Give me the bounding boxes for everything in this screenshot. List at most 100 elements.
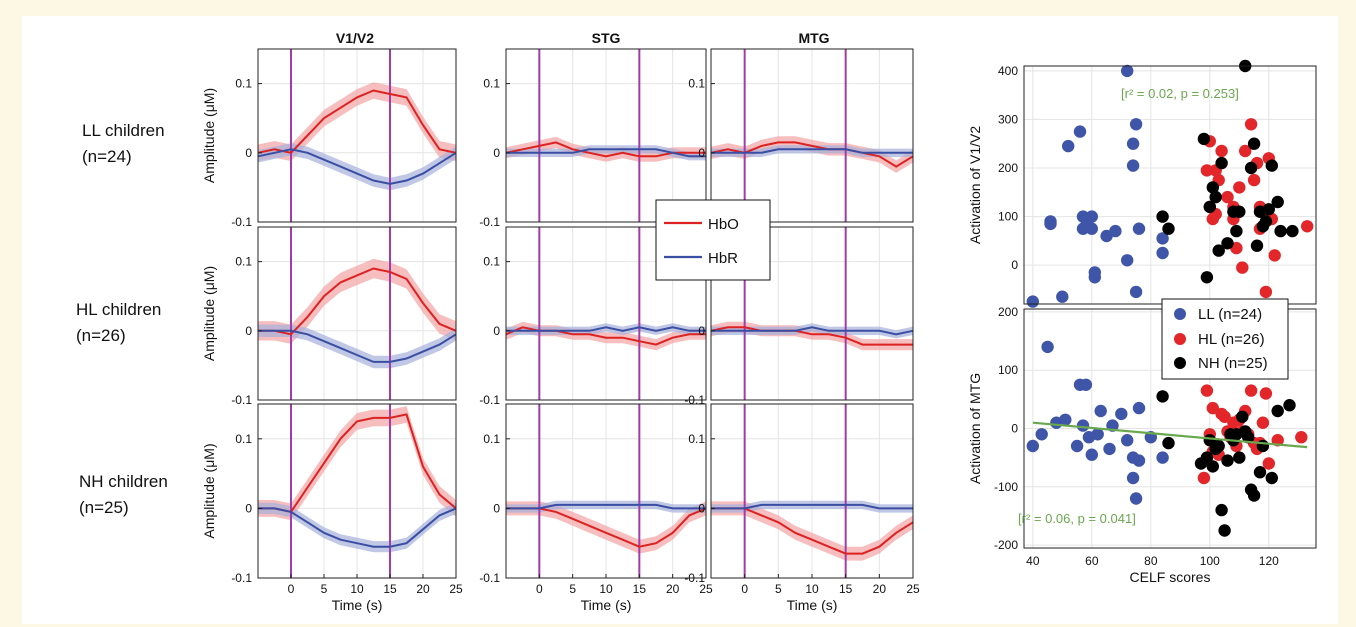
hbr-legend-label: HbR bbox=[708, 250, 738, 267]
hbr-ci-band bbox=[258, 324, 456, 369]
hl-point bbox=[1247, 173, 1261, 187]
row-label-nh-line2: (n=25) bbox=[79, 498, 129, 517]
y-tick-label: -0.1 bbox=[231, 571, 252, 585]
ll-point bbox=[1115, 407, 1128, 421]
scatter-v1v2: 400 300 200 100 0 Activation of V1/V2 [r² = 0.… bbox=[967, 59, 1317, 308]
y-tick-label: 100 bbox=[998, 210, 1018, 224]
hbr-ci-band bbox=[506, 500, 706, 513]
hl-legend-label: HL (n=26) bbox=[1198, 331, 1265, 348]
nh-point bbox=[1221, 454, 1234, 467]
nh-point bbox=[1200, 451, 1214, 464]
hbo-line bbox=[258, 267, 457, 336]
group-legend: LL (n=24) HL (n=26) NH (n=25) bbox=[1161, 298, 1289, 380]
nh-point bbox=[1206, 181, 1220, 194]
timecourse-panel: 0.1 0 -0.1 bbox=[479, 226, 707, 407]
y-tick-label: 300 bbox=[998, 112, 1018, 126]
ll-point bbox=[1156, 232, 1169, 245]
ll-point bbox=[1091, 428, 1104, 441]
hbr-line bbox=[711, 326, 914, 336]
ll-point bbox=[1035, 428, 1048, 441]
nh-point bbox=[1233, 451, 1246, 464]
x-tick-label: 0 bbox=[288, 582, 295, 596]
ll-point bbox=[1085, 448, 1099, 461]
y-tick-label: 0.1 bbox=[235, 77, 252, 91]
nh-point bbox=[1271, 195, 1284, 209]
time-axis-label: Time (s) bbox=[787, 597, 838, 613]
ll-point bbox=[1132, 454, 1146, 467]
x-tick-label: 10 bbox=[805, 582, 819, 596]
x-tick-label: 60 bbox=[1085, 554, 1099, 568]
figure-frame: LL children (n=24) HL children (n=26) NH… bbox=[22, 16, 1338, 624]
x-tick-label: 40 bbox=[1026, 554, 1040, 568]
hbr-ci-band bbox=[711, 323, 913, 339]
y-tick-label: 0.1 bbox=[235, 432, 252, 446]
nh-point bbox=[1286, 224, 1299, 238]
nh-point bbox=[1215, 156, 1228, 170]
x-tick-label: 5 bbox=[775, 582, 782, 596]
y-tick-label: -0.1 bbox=[231, 393, 252, 407]
nh-point bbox=[1250, 239, 1264, 252]
nh-point bbox=[1203, 200, 1217, 214]
ll-point bbox=[1129, 118, 1143, 131]
hl-point bbox=[1256, 416, 1270, 429]
x-tick-label: 80 bbox=[1144, 554, 1158, 568]
row-label-ll-line2: (n=24) bbox=[82, 147, 132, 166]
nh-point bbox=[1233, 205, 1246, 218]
ll-point bbox=[1044, 217, 1057, 231]
ll-point bbox=[1094, 404, 1107, 418]
x-tick-label: 0 bbox=[536, 582, 543, 596]
nh-point bbox=[1218, 524, 1231, 537]
hbr-line bbox=[711, 148, 913, 154]
hbo-ci-band bbox=[258, 406, 456, 521]
amplitude-axis-label: Amplitude (μM) bbox=[201, 88, 217, 183]
ll-point bbox=[1076, 210, 1090, 223]
ll-point bbox=[1132, 401, 1146, 415]
ll-point bbox=[1129, 285, 1143, 299]
y-tick-label: 0 bbox=[245, 501, 252, 515]
y-tick-label: 0 bbox=[245, 324, 252, 338]
hl-point bbox=[1215, 144, 1228, 158]
ll-point bbox=[1062, 139, 1075, 153]
y-tick-label: 0 bbox=[698, 146, 705, 160]
ll-point bbox=[1026, 439, 1039, 453]
ll-point bbox=[1056, 290, 1069, 303]
ll-point bbox=[1126, 471, 1140, 485]
hl-legend-marker bbox=[1174, 333, 1186, 345]
ll-point bbox=[1085, 222, 1099, 235]
column-title-mtg: MTG bbox=[798, 30, 829, 46]
time-axis-label: Time (s) bbox=[332, 597, 383, 613]
ll-point bbox=[1126, 159, 1140, 172]
hl-point bbox=[1236, 261, 1249, 274]
y-tick-label: 0.1 bbox=[688, 77, 705, 91]
timecourse-panel: 0.1 0 -0.1 Amplitude (μM) bbox=[201, 226, 457, 407]
hbr-ci-band bbox=[258, 502, 456, 553]
y-tick-label: 0 bbox=[1011, 258, 1018, 272]
regression-stat: [r² = 0.02, p = 0.253] bbox=[1121, 86, 1239, 101]
nh-point bbox=[1262, 203, 1276, 216]
hl-point bbox=[1244, 118, 1258, 131]
ll-point bbox=[1132, 222, 1146, 235]
hbo-ci-band bbox=[258, 82, 456, 162]
hl-point bbox=[1200, 164, 1214, 177]
y-tick-label: -0.1 bbox=[479, 393, 500, 407]
ll-point bbox=[1103, 442, 1116, 456]
ll-point bbox=[1088, 271, 1102, 284]
nh-point bbox=[1274, 224, 1287, 238]
ll-point bbox=[1121, 434, 1134, 447]
panel-frame bbox=[505, 226, 707, 401]
y-tick-label: 100 bbox=[998, 363, 1018, 377]
x-tick-label: 5 bbox=[569, 582, 576, 596]
ll-point bbox=[1076, 419, 1090, 432]
nh-point bbox=[1242, 431, 1255, 444]
ll-point bbox=[1026, 295, 1039, 308]
scatter-frame bbox=[1023, 65, 1317, 305]
nh-point bbox=[1256, 439, 1270, 453]
ll-point bbox=[1109, 224, 1122, 238]
ll-point bbox=[1085, 210, 1099, 223]
scatter-y-axis-label: Activation of MTG bbox=[967, 373, 983, 484]
hbr-line bbox=[257, 148, 457, 185]
column-title-stg: STG bbox=[592, 30, 621, 46]
y-tick-label: 0.1 bbox=[688, 432, 705, 446]
